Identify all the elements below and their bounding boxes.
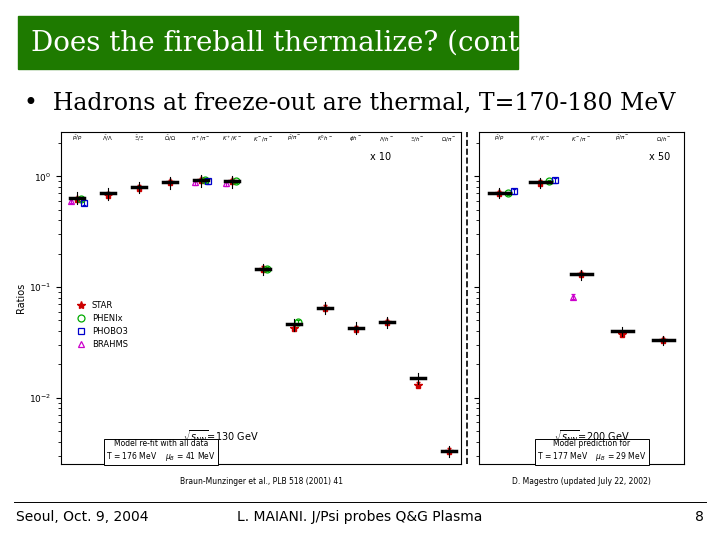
Text: $\bar{p}/\pi^-$: $\bar{p}/\pi^-$ [615,134,630,143]
Text: L. MAIANI. J/Psi probes Q&G Plasma: L. MAIANI. J/Psi probes Q&G Plasma [238,510,482,524]
Text: $\Omega/\pi^-$: $\Omega/\pi^-$ [441,135,456,143]
Text: $\bar{\Omega}/\Omega$: $\bar{\Omega}/\Omega$ [164,134,176,143]
FancyBboxPatch shape [18,16,518,69]
Text: $\Xi/h^-$: $\Xi/h^-$ [410,135,426,143]
Text: $K^0h^-$: $K^0h^-$ [317,134,333,143]
Text: Model prediction for
T = 177 MeV    $\mu_B$ = 29 MeV: Model prediction for T = 177 MeV $\mu_B$… [537,439,647,463]
Text: $\phi h^-$: $\phi h^-$ [349,134,362,143]
Text: $\bar{p}/\pi^-$: $\bar{p}/\pi^-$ [287,134,301,143]
Text: $K^+/K^-$: $K^+/K^-$ [222,134,242,143]
Text: $\bar{p}/p$: $\bar{p}/p$ [494,134,505,143]
Text: x 10: x 10 [370,152,392,162]
Text: D. Magestro (updated July 22, 2002): D. Magestro (updated July 22, 2002) [512,477,651,487]
Y-axis label: Ratios: Ratios [17,283,27,314]
Text: $K^-/\pi^-$: $K^-/\pi^-$ [572,135,591,143]
Text: Model re-fit with all data
T = 176 MeV    $\mu_B$ = 41 MeV: Model re-fit with all data T = 176 MeV $… [107,439,216,463]
Text: 8: 8 [696,510,704,524]
Text: Braun-Munzinger et al., PLB 518 (2001) 41: Braun-Munzinger et al., PLB 518 (2001) 4… [179,477,343,487]
Text: $\Omega/h^-$: $\Omega/h^-$ [656,135,671,143]
Text: Does the fireball thermalize? (cont’d): Does the fireball thermalize? (cont’d) [31,29,557,56]
Text: Seoul, Oct. 9, 2004: Seoul, Oct. 9, 2004 [16,510,148,524]
Text: x 50: x 50 [649,152,670,162]
Text: $\pi^+/\pi^-$: $\pi^+/\pi^-$ [192,134,211,143]
Legend: STAR, PHENIx, PHOBO3, BRAHMS: STAR, PHENIx, PHOBO3, BRAHMS [69,298,131,353]
Text: $\sqrt{s_{NN}}$=200 GeV: $\sqrt{s_{NN}}$=200 GeV [554,429,629,445]
Text: $K^-/\pi^-$: $K^-/\pi^-$ [253,135,273,143]
Text: $\bar{p}/p$: $\bar{p}/p$ [72,134,83,143]
Text: $\bar{\Xi}/\Xi$: $\bar{\Xi}/\Xi$ [134,134,144,143]
Text: $\sqrt{s_{NN}}$=130 GeV: $\sqrt{s_{NN}}$=130 GeV [183,429,259,445]
Text: $\bar{\Lambda}/\Lambda$: $\bar{\Lambda}/\Lambda$ [102,134,114,143]
Text: $\Lambda/h^-$: $\Lambda/h^-$ [379,135,395,143]
Text: •  Hadrons at freeze-out are thermal, T=170-180 MeV: • Hadrons at freeze-out are thermal, T=1… [24,92,675,115]
Text: $K^+/K^-$: $K^+/K^-$ [530,134,551,143]
